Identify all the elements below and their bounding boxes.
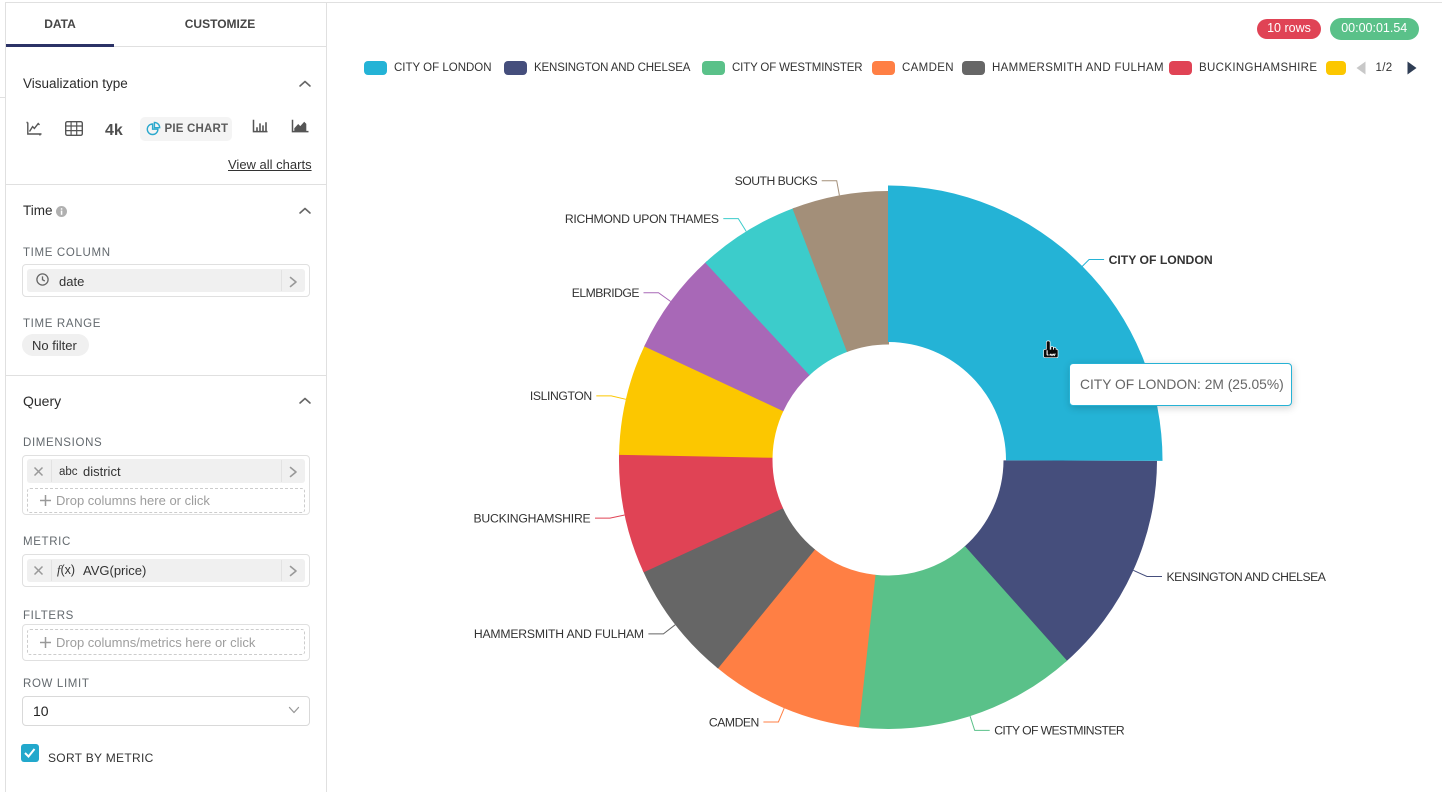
svg-text:ISLINGTON: ISLINGTON (530, 389, 592, 403)
svg-text:BUCKINGHAMSHIRE: BUCKINGHAMSHIRE (473, 511, 590, 525)
svg-text:SOUTH BUCKS: SOUTH BUCKS (735, 174, 818, 188)
svg-text:HAMMERSMITH AND FULHAM: HAMMERSMITH AND FULHAM (474, 627, 644, 641)
svg-text:ELMBRIDGE: ELMBRIDGE (572, 286, 640, 300)
svg-text:CITY OF LONDON: CITY OF LONDON (1109, 253, 1213, 267)
svg-text:CAMDEN: CAMDEN (709, 715, 759, 729)
svg-text:CITY OF WESTMINSTER: CITY OF WESTMINSTER (994, 724, 1125, 738)
svg-text:RICHMOND UPON THAMES: RICHMOND UPON THAMES (565, 212, 719, 226)
svg-text:KENSINGTON AND CHELSEA: KENSINGTON AND CHELSEA (1167, 570, 1327, 584)
